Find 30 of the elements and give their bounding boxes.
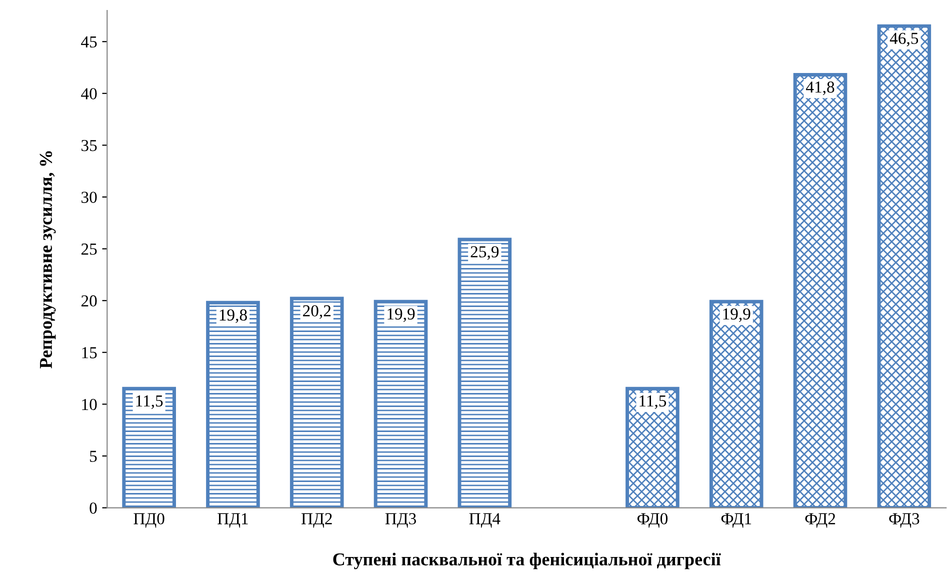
- y-tick-label: 0: [90, 502, 97, 514]
- x-tick-label: ПД1: [218, 513, 248, 528]
- y-tick-label: 5: [90, 450, 97, 462]
- data-label: 11,5: [136, 395, 163, 409]
- x-tick-label: ФД3: [889, 513, 920, 528]
- x-tick-label: ФД0: [637, 513, 668, 528]
- x-tick-label: ФД1: [721, 513, 752, 528]
- x-tick-label: ПД2: [301, 513, 332, 528]
- data-label: 19,9: [723, 308, 750, 322]
- x-tick-label: ПД0: [134, 513, 164, 528]
- y-tick-label: 40: [81, 88, 97, 100]
- y-tick-label: 30: [82, 192, 97, 203]
- y-tick-label: 10: [82, 398, 97, 410]
- y-tick-label: 25: [81, 244, 97, 255]
- data-label: 19,8: [220, 309, 247, 324]
- y-tick-label: 20: [81, 295, 97, 307]
- y-tick-label: 45: [81, 36, 97, 48]
- x-axis-title: Ступені пасквальної та фенісиціальної дигресії: [333, 552, 721, 570]
- data-label: 25,9: [470, 246, 499, 260]
- y-axis-title: Репродуктивне зусилля, %: [40, 151, 56, 368]
- data-label: 46,5: [890, 32, 918, 46]
- x-tick-label: ФД2: [805, 513, 836, 528]
- y-tick-label: 35: [82, 140, 97, 152]
- data-label: 11,5: [640, 395, 666, 409]
- x-tick-label: ПД3: [385, 513, 416, 528]
- data-label: 20,2: [303, 305, 331, 319]
- y-tick-label: 15: [82, 347, 97, 358]
- data-label: 41,8: [806, 81, 834, 96]
- x-tick-label: ПД4: [469, 513, 500, 528]
- data-label: 19,9: [388, 308, 415, 322]
